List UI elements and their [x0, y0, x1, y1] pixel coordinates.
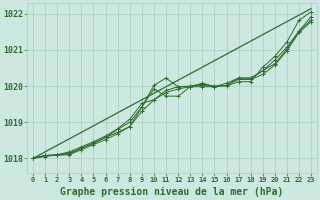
X-axis label: Graphe pression niveau de la mer (hPa): Graphe pression niveau de la mer (hPa) — [60, 187, 284, 197]
